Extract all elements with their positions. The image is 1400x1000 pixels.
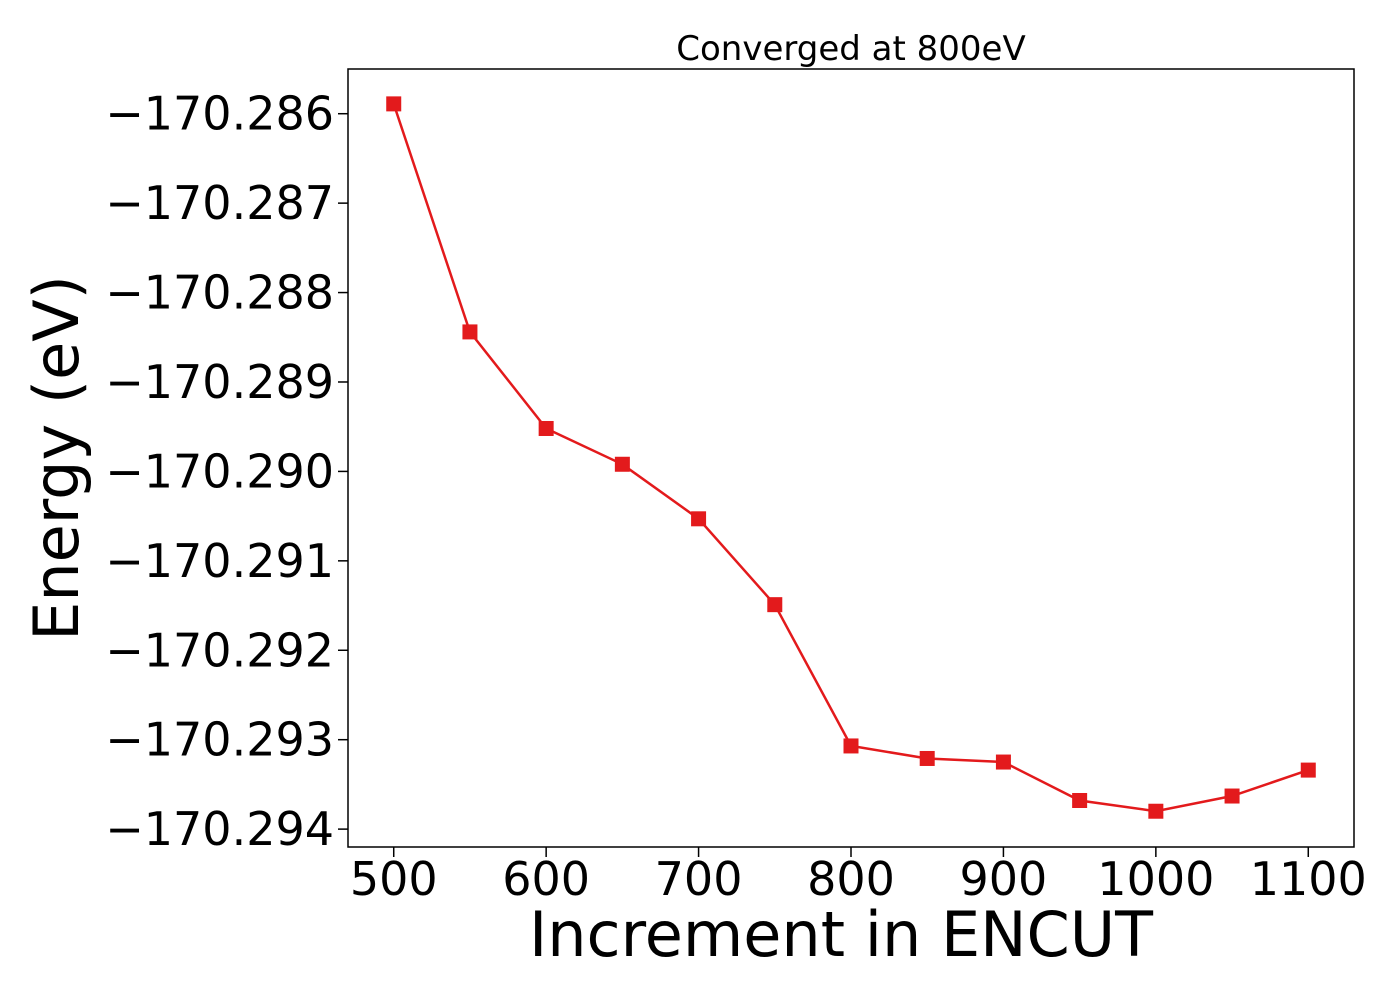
y-tick-label: −170.292 <box>105 623 334 677</box>
data-point-marker <box>1224 788 1240 804</box>
data-point-marker <box>995 754 1011 770</box>
y-tick-label: −170.293 <box>105 713 334 767</box>
data-point-marker <box>919 750 935 766</box>
x-tick-label: 800 <box>807 852 895 906</box>
y-axis-title: Energy (eV) <box>20 275 93 641</box>
x-axis: 500 600 700 800 900 1000 1100 <box>350 847 1367 906</box>
y-tick-label: −170.287 <box>105 176 334 230</box>
x-tick-label: 500 <box>350 852 438 906</box>
x-tick-label: 1000 <box>1097 852 1214 906</box>
data-point-marker <box>843 738 859 754</box>
data-point-marker <box>767 597 783 613</box>
data-point-marker <box>1300 762 1316 778</box>
x-tick-label: 900 <box>960 852 1048 906</box>
plot-series-group <box>386 96 1316 819</box>
y-tick-label: −170.289 <box>105 355 334 409</box>
y-tick-label: −170.286 <box>105 87 334 141</box>
data-point-marker <box>1148 803 1164 819</box>
y-tick-label: −170.290 <box>105 444 334 498</box>
plot-frame <box>347 68 1355 848</box>
data-point-marker <box>614 456 630 472</box>
x-tick-label: 1100 <box>1250 852 1367 906</box>
y-axis: −170.286 −170.287 −170.288 −170.289 −170.290… <box>105 87 348 856</box>
data-point-marker <box>1072 792 1088 808</box>
y-tick-label: −170.291 <box>105 534 334 588</box>
data-point-marker <box>691 511 707 527</box>
y-tick-label: −170.294 <box>105 802 334 856</box>
chart-title: Converged at 800eV <box>676 29 1025 69</box>
x-tick-label: 600 <box>502 852 590 906</box>
x-tick-label: 700 <box>655 852 743 906</box>
x-axis-title: Increment in ENCUT <box>529 898 1154 971</box>
data-point-marker <box>538 420 554 436</box>
data-point-marker <box>386 96 402 112</box>
data-point-marker <box>462 324 478 340</box>
y-tick-label: −170.288 <box>105 266 334 320</box>
series-line <box>392 103 1309 813</box>
